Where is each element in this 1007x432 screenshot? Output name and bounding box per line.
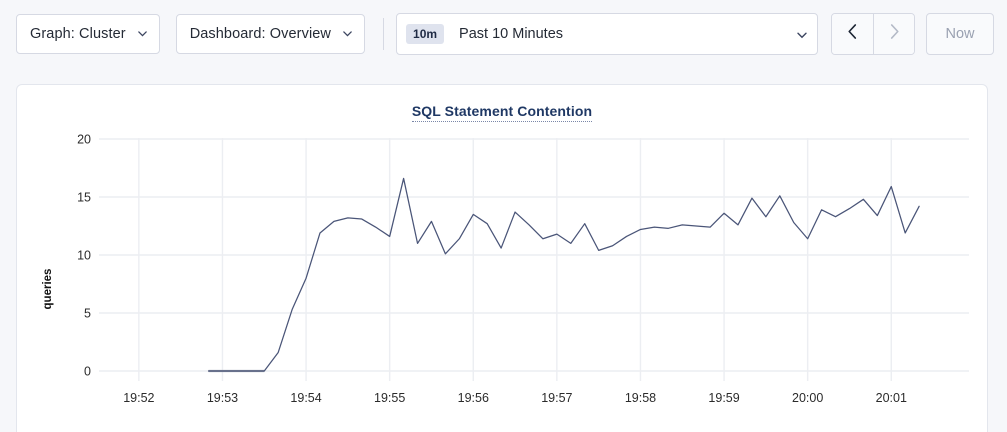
svg-text:19:52: 19:52: [123, 391, 154, 405]
graph-select-label: Graph: Cluster: [30, 26, 126, 42]
y-axis-tick-labels: 0 5 10 15 20: [77, 133, 91, 379]
chart-title: SQL Statement Contention: [17, 103, 987, 122]
data-series-line: [207, 177, 920, 372]
chart-card: SQL Statement Contention 0 5 10 15 20 19:52 1…: [16, 84, 988, 432]
chevron-down-icon: [342, 28, 352, 37]
svg-text:19:55: 19:55: [374, 391, 405, 405]
svg-text:20:01: 20:01: [876, 391, 907, 405]
previous-period-button[interactable]: [832, 14, 874, 54]
y-axis-title: queries: [42, 269, 54, 310]
svg-text:19:56: 19:56: [458, 391, 489, 405]
dashboard-select-label: Dashboard: Overview: [189, 26, 332, 42]
now-button-label: Now: [945, 26, 975, 42]
svg-text:5: 5: [84, 307, 91, 321]
chevron-down-icon: [137, 28, 147, 37]
time-range-select[interactable]: 10m Past 10 Minutes: [396, 13, 819, 55]
chart-title-link[interactable]: SQL Statement Contention: [411, 103, 593, 122]
next-period-button[interactable]: [873, 14, 915, 54]
toolbar: Graph: Cluster Dashboard: Overview 10m P…: [0, 0, 1007, 68]
time-nav-group: [831, 13, 916, 55]
time-range-badge: 10m: [406, 24, 445, 44]
chart-gridlines: [99, 138, 969, 381]
svg-text:19:53: 19:53: [207, 391, 238, 405]
chevron-right-icon: [887, 23, 902, 45]
now-button[interactable]: Now: [926, 13, 995, 55]
svg-text:19:59: 19:59: [708, 391, 739, 405]
svg-text:0: 0: [84, 365, 91, 379]
chevron-down-icon: [796, 28, 807, 39]
svg-text:19:57: 19:57: [541, 391, 572, 405]
chart-plot-area[interactable]: 0 5 10 15 20 19:52 19:53 19:54 19:55 19:56 19:57 1…: [17, 85, 989, 432]
svg-text:20: 20: [77, 133, 91, 147]
toolbar-divider: [383, 18, 385, 50]
time-range-label: Past 10 Minutes: [459, 26, 564, 42]
x-axis-tick-labels: 19:52 19:53 19:54 19:55 19:56 19:57 19:58 19:59…: [123, 391, 907, 405]
dashboard-select[interactable]: Dashboard: Overview: [175, 14, 366, 54]
svg-text:20:00: 20:00: [792, 391, 823, 405]
svg-text:19:58: 19:58: [625, 391, 656, 405]
svg-text:19:54: 19:54: [290, 391, 321, 405]
graph-select[interactable]: Graph: Cluster: [16, 14, 160, 54]
chevron-left-icon: [845, 23, 860, 45]
svg-text:10: 10: [77, 249, 91, 263]
svg-text:15: 15: [77, 191, 91, 205]
